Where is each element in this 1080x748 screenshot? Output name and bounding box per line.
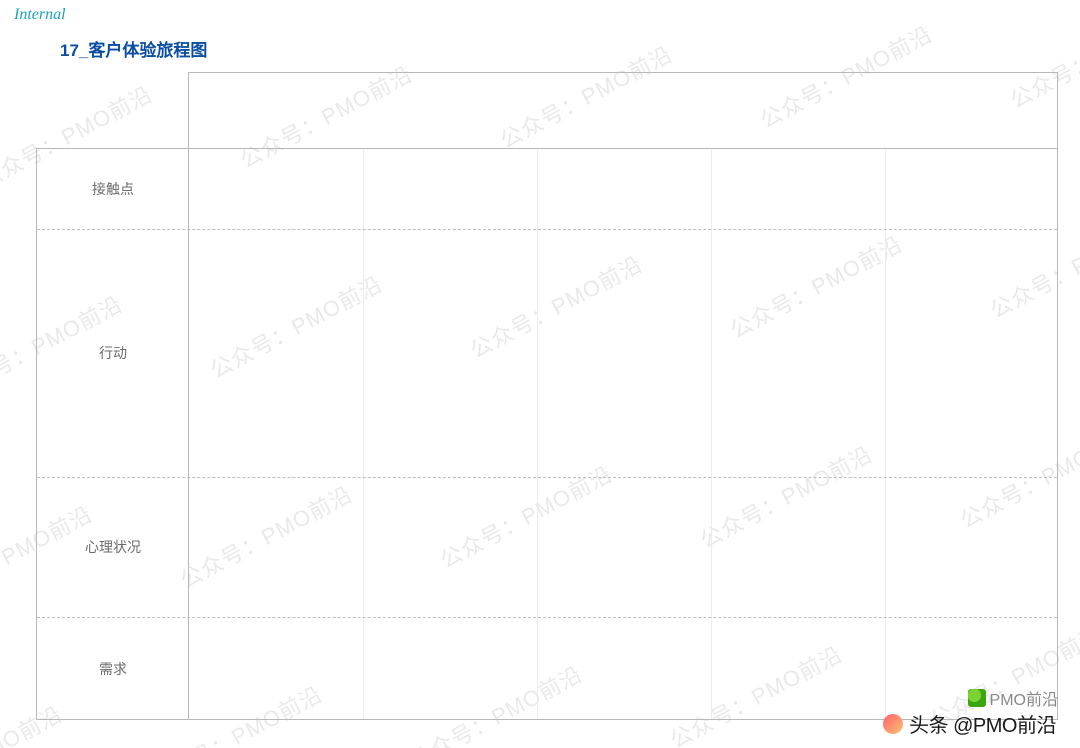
row-label-column: 接触点 行动 心理状况 需求 [37, 149, 189, 719]
wechat-icon [968, 689, 986, 707]
row-label-touchpoints: 接触点 [37, 149, 189, 229]
row-label-actions: 行动 [37, 229, 189, 477]
attribution-primary: 头条 @PMO前沿 [883, 709, 1056, 738]
attribution-secondary-text: PMO前沿 [990, 686, 1058, 710]
attribution-primary-text: 头条 @PMO前沿 [909, 709, 1056, 738]
stage-header-band [188, 72, 1058, 148]
col-guide [885, 149, 886, 719]
row-label-needs: 需求 [37, 617, 189, 721]
page-title: 17_客户体验旅程图 [60, 36, 207, 61]
row-divider [37, 477, 1057, 478]
journey-body: 接触点 行动 心理状况 需求 [36, 148, 1058, 720]
col-guide [537, 149, 538, 719]
internal-label: Internal [14, 6, 66, 24]
row-label-mindset: 心理状况 [37, 477, 189, 617]
col-guide [363, 149, 364, 719]
row-divider [37, 617, 1057, 618]
avatar-icon [883, 714, 903, 734]
attribution-secondary: PMO前沿 [968, 686, 1058, 710]
col-guide [711, 149, 712, 719]
journey-map: 接触点 行动 心理状况 需求 [36, 72, 1058, 720]
row-divider [37, 229, 1057, 230]
